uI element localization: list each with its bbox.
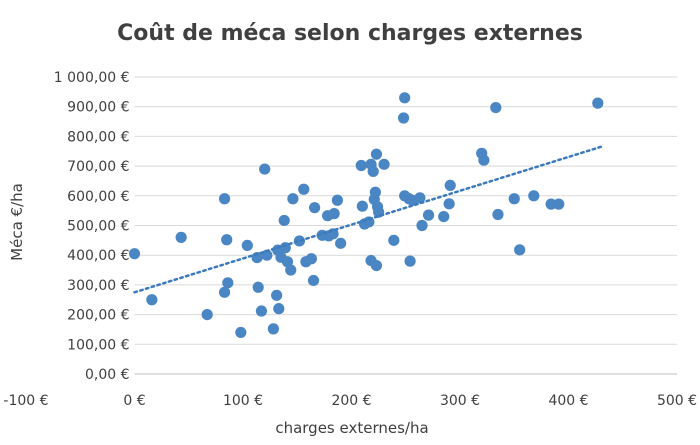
data-point: [252, 281, 264, 293]
x-tick-label: 0 €: [123, 393, 145, 409]
data-point: [235, 326, 247, 339]
data-point: [397, 112, 410, 124]
data-point: [492, 208, 504, 221]
y-tick-label: 500,00 €: [67, 219, 129, 235]
data-point: [309, 202, 321, 214]
y-axis-title: Méca €/ha: [8, 183, 26, 261]
data-point: [271, 289, 283, 301]
data-point: [201, 309, 213, 321]
data-point: [307, 274, 320, 287]
data-point: [592, 97, 604, 109]
data-point: [404, 255, 416, 267]
data-point: [218, 286, 231, 298]
data-point: [399, 92, 411, 104]
data-point: [128, 248, 141, 260]
data-point: [416, 219, 428, 232]
data-point: [414, 192, 426, 204]
data-point: [146, 294, 158, 306]
data-point: [370, 259, 383, 272]
trendline: [133, 145, 603, 294]
y-tick-label: 700,00 €: [67, 159, 129, 175]
data-point: [444, 179, 456, 192]
data-point: [514, 244, 526, 256]
data-point: [218, 193, 231, 205]
data-point: [175, 231, 187, 243]
data-point: [335, 237, 347, 249]
y-tick-label: 300,00 €: [67, 278, 129, 294]
data-point: [443, 198, 455, 210]
y-tick-label: 0,00 €: [85, 367, 130, 383]
y-tick-label: 400,00 €: [67, 248, 129, 264]
data-point: [331, 194, 343, 206]
data-point: [222, 277, 234, 289]
chart-title: Coût de méca selon charges externes: [117, 21, 583, 46]
data-point: [355, 159, 367, 172]
data-point: [508, 193, 520, 205]
data-point: [490, 101, 502, 114]
x-tick-label: 100 €: [223, 393, 263, 409]
data-point: [438, 210, 450, 223]
data-point: [305, 253, 317, 265]
data-point: [278, 214, 290, 227]
data-point: [553, 198, 565, 210]
y-tick-label: 1 000,00 €: [54, 70, 130, 86]
data-point: [388, 234, 400, 246]
x-tick-label: 500 €: [657, 393, 697, 409]
data-point: [255, 305, 268, 317]
data-point: [422, 209, 435, 221]
x-tick-label: 300 €: [440, 393, 480, 409]
data-point: [241, 239, 253, 251]
data-point: [298, 183, 310, 195]
data-points: [128, 92, 604, 339]
data-point: [528, 190, 540, 202]
data-point: [367, 165, 379, 178]
y-tick-label: 100,00 €: [67, 337, 129, 353]
data-point: [287, 193, 299, 205]
x-tick-label: 200 €: [331, 393, 371, 409]
data-point: [273, 303, 285, 315]
data-point: [267, 323, 279, 335]
data-point: [370, 148, 383, 160]
data-point: [478, 154, 490, 166]
data-point: [356, 200, 368, 212]
y-tick-labels: 0,00 € 100,00 € 200,00 € 300,00 € 400,00 € 50…: [54, 70, 130, 383]
y-tick-label: 600,00 €: [67, 189, 129, 205]
x-tick-labels: -100 € 0 € 100 € 200 € 300 € 400 € 500 €: [3, 393, 697, 409]
y-tick-label: 200,00 €: [67, 308, 129, 324]
data-point: [285, 264, 297, 276]
data-point: [293, 235, 306, 247]
x-tick-label: -100 €: [3, 393, 48, 409]
data-point: [259, 163, 271, 175]
x-axis-title: charges externes/ha: [275, 419, 428, 437]
data-point: [369, 186, 381, 198]
y-tick-label: 900,00 €: [67, 100, 129, 116]
y-tick-label: 800,00 €: [67, 129, 129, 145]
data-point: [378, 158, 390, 170]
data-point: [221, 234, 233, 246]
data-point: [279, 242, 291, 254]
x-tick-label: 400 €: [548, 393, 588, 409]
data-point: [328, 208, 340, 220]
